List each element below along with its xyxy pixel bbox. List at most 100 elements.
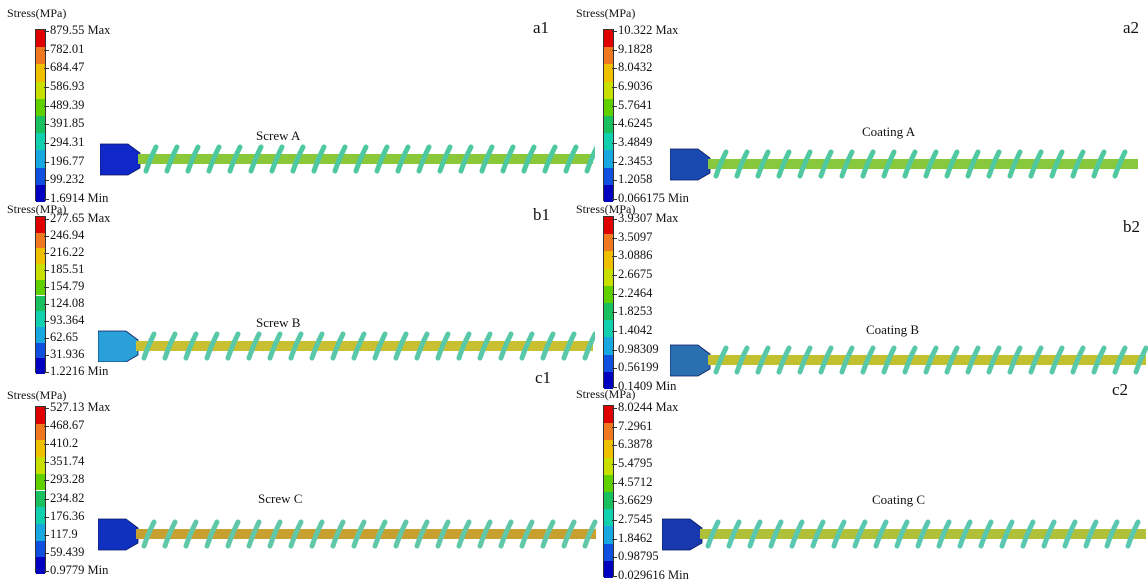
colorbar-tick (44, 571, 49, 572)
colorbar-tick (612, 538, 617, 540)
screw-thread (965, 345, 981, 375)
colorbar-swatch (604, 509, 613, 527)
screw-thread (965, 149, 981, 179)
panel-c1: Stress(MPa) c1 527.13 Max 468.67 410.2 351.… (0, 366, 598, 579)
screw-thread (269, 144, 285, 174)
screw-thread (164, 144, 180, 174)
colorbar-tick (44, 444, 49, 446)
colorbar-tick (612, 482, 617, 484)
colorbar-tick (44, 253, 49, 254)
colorbar-swatch (36, 295, 45, 312)
colorbar-tick (44, 355, 49, 356)
colorbar-tick-label: 6.3878 (618, 437, 653, 452)
colorbar-tick-label: 234.82 (50, 490, 85, 505)
colorbar-swatch (604, 150, 613, 168)
screw-thread (521, 144, 537, 174)
colorbar-swatch (36, 248, 45, 265)
screw-thread (185, 144, 201, 174)
colorbar-swatch (36, 217, 45, 233)
screw-thread (183, 331, 199, 361)
screw-thread (957, 519, 973, 549)
colorbar-tick-label: 1.8462 (618, 530, 653, 545)
screw-thread (393, 519, 409, 549)
screw-thread (1041, 519, 1057, 549)
screw-thread (1133, 345, 1148, 375)
screw-thread (204, 331, 220, 361)
screw-thread (498, 519, 514, 549)
screw-model (100, 143, 595, 176)
colorbar-swatch (604, 474, 613, 492)
colorbar-swatch (36, 47, 45, 65)
colorbar-tick (612, 180, 617, 182)
screw-thread (542, 144, 558, 174)
colorbar-tick-label: 3.6629 (618, 493, 653, 508)
screw-thread (705, 519, 721, 549)
screw-thread (915, 519, 931, 549)
colorbar-tick-label: 10.322 Max (618, 23, 679, 37)
screw-thread (582, 331, 595, 361)
screw-thread (776, 149, 792, 179)
colorbar-tick (612, 426, 617, 428)
screw-head (670, 344, 711, 377)
screw-thread (162, 331, 178, 361)
screw-thread (747, 519, 763, 549)
panel-c2: Stress(MPa) c2 8.0244 Max 7.2961 6.3878 5.4… (572, 378, 1148, 582)
colorbar-tick-label: 586.93 (50, 79, 85, 93)
screw-model (670, 148, 1138, 181)
colorbar-tick-label: 8.0432 (618, 60, 653, 75)
colorbar-tick-label: 6.9036 (618, 79, 653, 93)
legend-title: Stress(MPa) (7, 202, 67, 216)
legend-title: Stress(MPa) (576, 387, 636, 401)
screw-model (98, 518, 598, 551)
colorbar (603, 405, 614, 578)
colorbar-tick (612, 124, 617, 126)
colorbar-swatch (36, 540, 45, 558)
colorbar-swatch (604, 492, 613, 510)
screw-thread (309, 519, 325, 549)
screw-thread (456, 519, 472, 549)
screw-thread (1020, 519, 1036, 549)
screw-head (98, 330, 139, 362)
screw-thread (477, 331, 493, 361)
screw-thread (519, 519, 535, 549)
colorbar-tick-label: 3.9307 Max (618, 211, 679, 225)
screw-thread (374, 144, 390, 174)
screw-thread (978, 519, 994, 549)
colorbar-swatch (604, 184, 613, 202)
colorbar-swatch (36, 184, 45, 202)
colorbar-tick (612, 161, 617, 163)
screw-thread (351, 519, 367, 549)
screw-name: Screw A (256, 128, 301, 143)
colorbar-tick-label: 294.31 (50, 135, 85, 149)
screw-thread (330, 519, 346, 549)
screw-thread (755, 345, 771, 375)
colorbar-tick-label: 216.22 (50, 245, 85, 259)
colorbar-tick-label: 3.5097 (618, 229, 653, 244)
colorbar-tick (44, 270, 49, 271)
colorbar-tick-label: 124.08 (50, 296, 85, 310)
screw-name: Coating C (872, 492, 926, 507)
screw-thread (713, 345, 729, 375)
colorbar-tick (612, 557, 617, 559)
screw-thread (1104, 519, 1120, 549)
screw-head (100, 143, 141, 176)
panel-label: c2 (1112, 380, 1129, 399)
colorbar-swatch (36, 30, 45, 48)
colorbar-swatch (36, 133, 45, 151)
colorbar-tick (44, 321, 49, 322)
panel-a1: Stress(MPa) a1 879.55 Max 782.01 684.47 586… (0, 0, 595, 205)
colorbar-tick (612, 105, 617, 107)
colorbar-tick (44, 87, 49, 88)
screw-thread (311, 144, 327, 174)
screw-thread (1091, 345, 1107, 375)
colorbar-tick (44, 219, 49, 220)
colorbar-tick (44, 552, 49, 554)
screw-thread (818, 149, 834, 179)
colorbar-tick (44, 49, 49, 51)
colorbar-swatch (604, 81, 613, 99)
colorbar-tick (44, 462, 49, 464)
colorbar-tick (612, 199, 617, 200)
screw-thread (755, 149, 771, 179)
colorbar-tick-label: 1.2216 Min (50, 364, 109, 378)
screw-thread (477, 519, 493, 549)
